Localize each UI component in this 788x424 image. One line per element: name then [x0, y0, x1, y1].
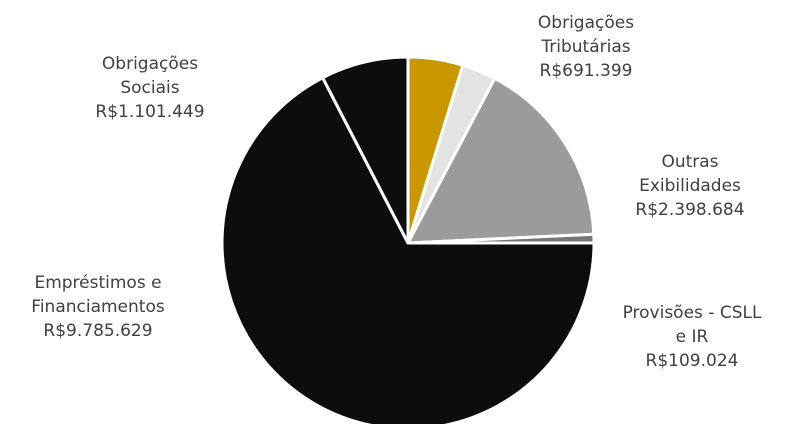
pie-slice-obrigacoes-sociais: [321, 55, 410, 245]
data-label-name-line: Obrigações: [101, 54, 199, 74]
data-label-name-line: Empréstimos e: [34, 273, 162, 293]
data-label-name-line: Financiamentos: [31, 297, 165, 317]
pie-slice-emprestimos-e-financiamentos: [220, 76, 596, 424]
data-label-name-line: Tributárias: [541, 37, 631, 57]
data-label-obrigacoes-sociais: Obrigações Sociais R$1.101.449: [95, 52, 204, 124]
pie-slice-outras-exibilidades: [406, 76, 596, 245]
data-label-name-line: Exibilidades: [639, 176, 741, 196]
data-label-name-line: Outras: [661, 152, 719, 172]
data-label-value: R$2.398.684: [635, 200, 745, 220]
data-label-value: R$9.785.629: [43, 321, 153, 341]
data-label-name-line: e IR: [675, 327, 709, 347]
data-label-name-line: Obrigações: [537, 13, 635, 33]
data-label-value: R$691.399: [539, 61, 633, 81]
data-label-outras-exibilidades: Outras Exibilidades R$2.398.684: [635, 150, 744, 222]
data-label-name-line: Sociais: [120, 78, 180, 98]
data-label-emprestimos-e-financiamentos: Empréstimos e Financiamentos R$9.785.629: [31, 271, 164, 343]
data-label-obrigacoes-tributarias: Obrigações Tributárias R$691.399: [538, 11, 634, 83]
data-label-provisoes-csll-e-ir: Provisões - CSLL e IR R$109.024: [623, 301, 762, 373]
data-label-value: R$1.101.449: [95, 102, 205, 122]
data-label-name-line: Provisões - CSLL: [622, 303, 762, 323]
data-label-value: R$109.024: [645, 351, 739, 371]
